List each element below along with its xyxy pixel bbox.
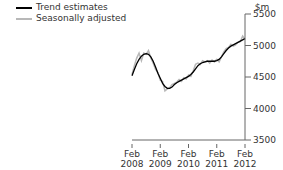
svg-text:Feb2012: Feb2012 <box>234 149 257 169</box>
html-text:Seasonally adjusted: Seasonally adjusted <box>36 13 127 23</box>
svg-text:3500: 3500 <box>253 135 275 145</box>
svg-text:5000: 5000 <box>253 41 275 51</box>
svg-text:4000: 4000 <box>253 104 275 114</box>
svg-text:Feb2011: Feb2011 <box>205 149 228 169</box>
svg-text:Feb2009: Feb2009 <box>149 149 172 169</box>
html-text:Trend estimates: Trend estimates <box>36 2 108 12</box>
svg-text:Feb2010: Feb2010 <box>177 149 200 169</box>
svg-text:Feb2008: Feb2008 <box>121 149 144 169</box>
svg-text:4500: 4500 <box>253 72 275 82</box>
svg-text:$m: $m <box>255 2 270 12</box>
